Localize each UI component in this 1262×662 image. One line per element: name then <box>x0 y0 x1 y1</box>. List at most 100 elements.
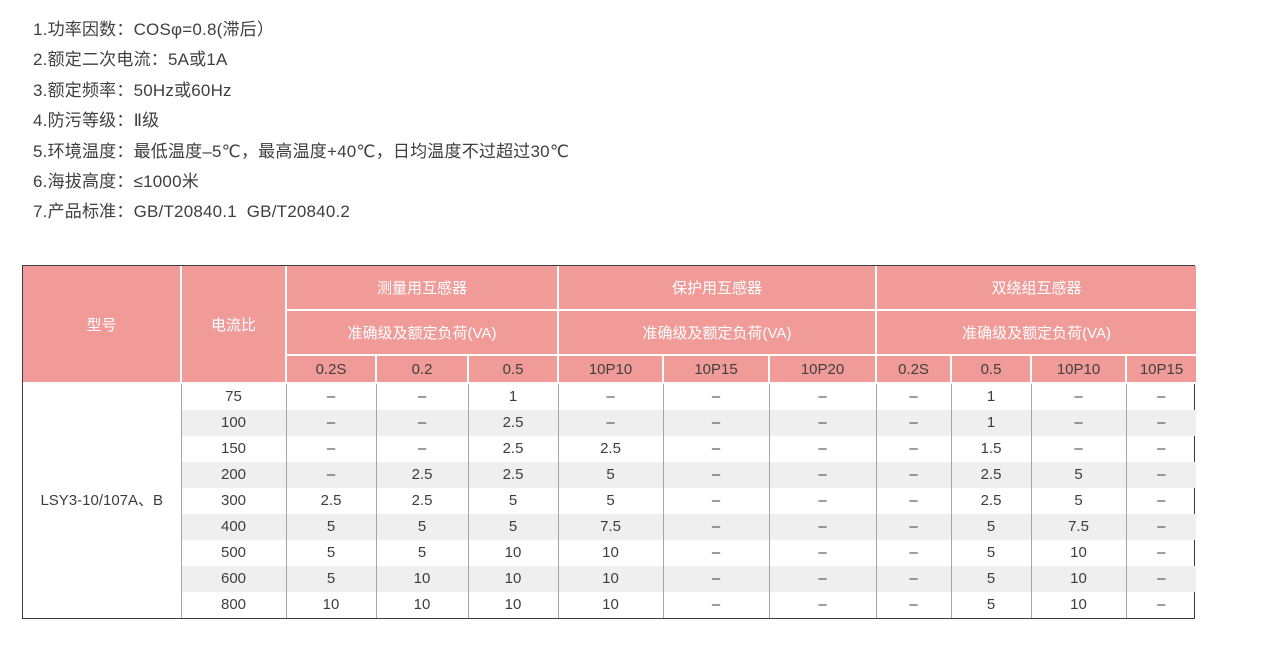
value-cell: – <box>1031 436 1127 462</box>
value-cell: 10 <box>558 566 664 592</box>
value-cell: 5 <box>286 540 377 566</box>
transformer-spec-table: 型号 电流比 测量用互感器 保护用互感器 双绕组互感器 准确级及额定负荷(VA)… <box>23 266 1197 618</box>
value-cell: 5 <box>558 462 664 488</box>
value-cell: – <box>876 488 952 514</box>
spec-item-pollution-class: 4.防污等级：Ⅱ级 <box>33 111 160 131</box>
value-cell: – <box>876 383 952 410</box>
table-header: 型号 电流比 测量用互感器 保护用互感器 双绕组互感器 准确级及额定负荷(VA)… <box>23 266 1197 384</box>
value-cell: – <box>663 462 770 488</box>
header-row-groups: 型号 电流比 测量用互感器 保护用互感器 双绕组互感器 <box>23 266 1197 384</box>
col-header-m-0.2s: 0.2S <box>286 355 377 384</box>
col-header-p-10p15: 10P15 <box>663 355 770 384</box>
value-cell: 10 <box>468 540 559 566</box>
value-cell: 2.5 <box>376 462 469 488</box>
table-row: 500 5 5 10 10 – – – 5 10 – <box>23 540 1196 566</box>
value-cell: – <box>1157 440 1166 457</box>
value-cell: – <box>558 383 664 410</box>
value-cell: – <box>769 488 877 514</box>
value-cell: 1 <box>468 383 559 410</box>
value-cell: 5 <box>558 488 664 514</box>
value-cell: 10 <box>1031 566 1127 592</box>
group-header-measuring: 测量用互感器 <box>286 266 559 311</box>
value-cell: – <box>1157 492 1166 509</box>
table-row: 800 10 10 10 10 – – – 5 10 – <box>23 592 1196 618</box>
value-cell: – <box>769 410 877 436</box>
value-cell: – <box>1157 388 1166 405</box>
value-cell: 5 <box>286 514 377 540</box>
value-cell: 5 <box>468 488 559 514</box>
value-cell: – <box>663 514 770 540</box>
value-cell: 2.5 <box>468 410 559 436</box>
value-cell: 5 <box>1031 488 1127 514</box>
value-cell: 10 <box>468 566 559 592</box>
model-cell: LSY3-10/107A、B <box>23 383 182 618</box>
value-cell: – <box>876 514 952 540</box>
value-cell: 10 <box>286 592 377 618</box>
ratio-cell: 300 <box>181 488 287 514</box>
value-cell: – <box>769 566 877 592</box>
value-cell: 5 <box>286 566 377 592</box>
value-cell: 5 <box>1031 462 1127 488</box>
value-cell: – <box>876 462 952 488</box>
value-cell: – <box>663 488 770 514</box>
value-cell: 5 <box>376 514 469 540</box>
value-cell: – <box>286 383 377 410</box>
col-header-model: 型号 <box>23 266 182 384</box>
ratio-cell: 100 <box>181 410 287 436</box>
value-cell: – <box>376 383 469 410</box>
value-cell: – <box>1157 544 1166 561</box>
value-cell: 1 <box>951 410 1032 436</box>
value-cell: 10 <box>1031 540 1127 566</box>
value-cell: – <box>876 436 952 462</box>
value-cell: – <box>1031 383 1127 410</box>
header-row-subtitles: 准确级及额定负荷(VA) 准确级及额定负荷(VA) 准确级及额定负荷(VA) <box>23 310 1197 356</box>
value-cell: – <box>876 566 952 592</box>
table-row: 400 5 5 5 7.5 – – – 5 7.5 – <box>23 514 1197 540</box>
value-cell: – <box>1157 466 1166 483</box>
col-header-d-0.2s: 0.2S <box>876 355 952 384</box>
value-cell: – <box>286 410 377 436</box>
value-cell: – <box>876 540 952 566</box>
value-cell: 10 <box>376 592 469 618</box>
value-cell: – <box>558 410 664 436</box>
value-cell: 2.5 <box>951 488 1032 514</box>
value-cell: 10 <box>376 566 469 592</box>
value-cell: – <box>663 436 770 462</box>
value-cell: 2.5 <box>286 488 377 514</box>
value-cell: – <box>286 462 377 488</box>
value-cell: – <box>769 383 877 410</box>
value-cell: – <box>376 436 469 462</box>
col-header-d-0.5: 0.5 <box>951 355 1032 384</box>
table-row: 100 – – 2.5 – – – – 1 – – <box>23 410 1197 436</box>
table-body: LSY3-10/107A、B 75 – – 1 – – – – 1 – – 10… <box>23 383 1197 618</box>
value-cell: 2.5 <box>951 462 1032 488</box>
value-cell: – <box>1157 414 1166 431</box>
spec-item-secondary-current: 2.额定二次电流：5A或1A <box>33 50 228 70</box>
value-cell: – <box>1031 410 1127 436</box>
value-cell: 2.5 <box>558 436 664 462</box>
subheader-measuring-accuracy: 准确级及额定负荷(VA) <box>286 310 559 356</box>
value-cell: – <box>663 410 770 436</box>
table-row: 300 2.5 2.5 5 5 – – – 2.5 5 – <box>23 488 1196 514</box>
value-cell: 5 <box>951 592 1032 618</box>
value-cell: 1.5 <box>951 436 1032 462</box>
value-cell: 1 <box>951 383 1032 410</box>
value-cell: – <box>663 383 770 410</box>
value-cell: – <box>663 566 770 592</box>
ratio-cell: 800 <box>181 592 287 618</box>
value-cell: – <box>876 410 952 436</box>
spec-item-altitude: 6.海拔高度：≤1000米 <box>33 172 199 192</box>
value-cell: – <box>769 436 877 462</box>
value-cell: – <box>376 410 469 436</box>
table-row: 600 5 10 10 10 – – – 5 10 – <box>23 566 1197 592</box>
value-cell: – <box>769 540 877 566</box>
value-cell: 2.5 <box>468 462 559 488</box>
value-cell: 5 <box>951 514 1032 540</box>
table-row: 200 – 2.5 2.5 5 – – – 2.5 5 – <box>23 462 1197 488</box>
col-header-p-10p20: 10P20 <box>769 355 877 384</box>
col-header-current-ratio: 电流比 <box>181 266 287 384</box>
table-row: LSY3-10/107A、B 75 – – 1 – – – – 1 – – <box>23 383 1196 618</box>
value-cell: – <box>769 592 877 618</box>
value-cell: – <box>1157 570 1166 587</box>
